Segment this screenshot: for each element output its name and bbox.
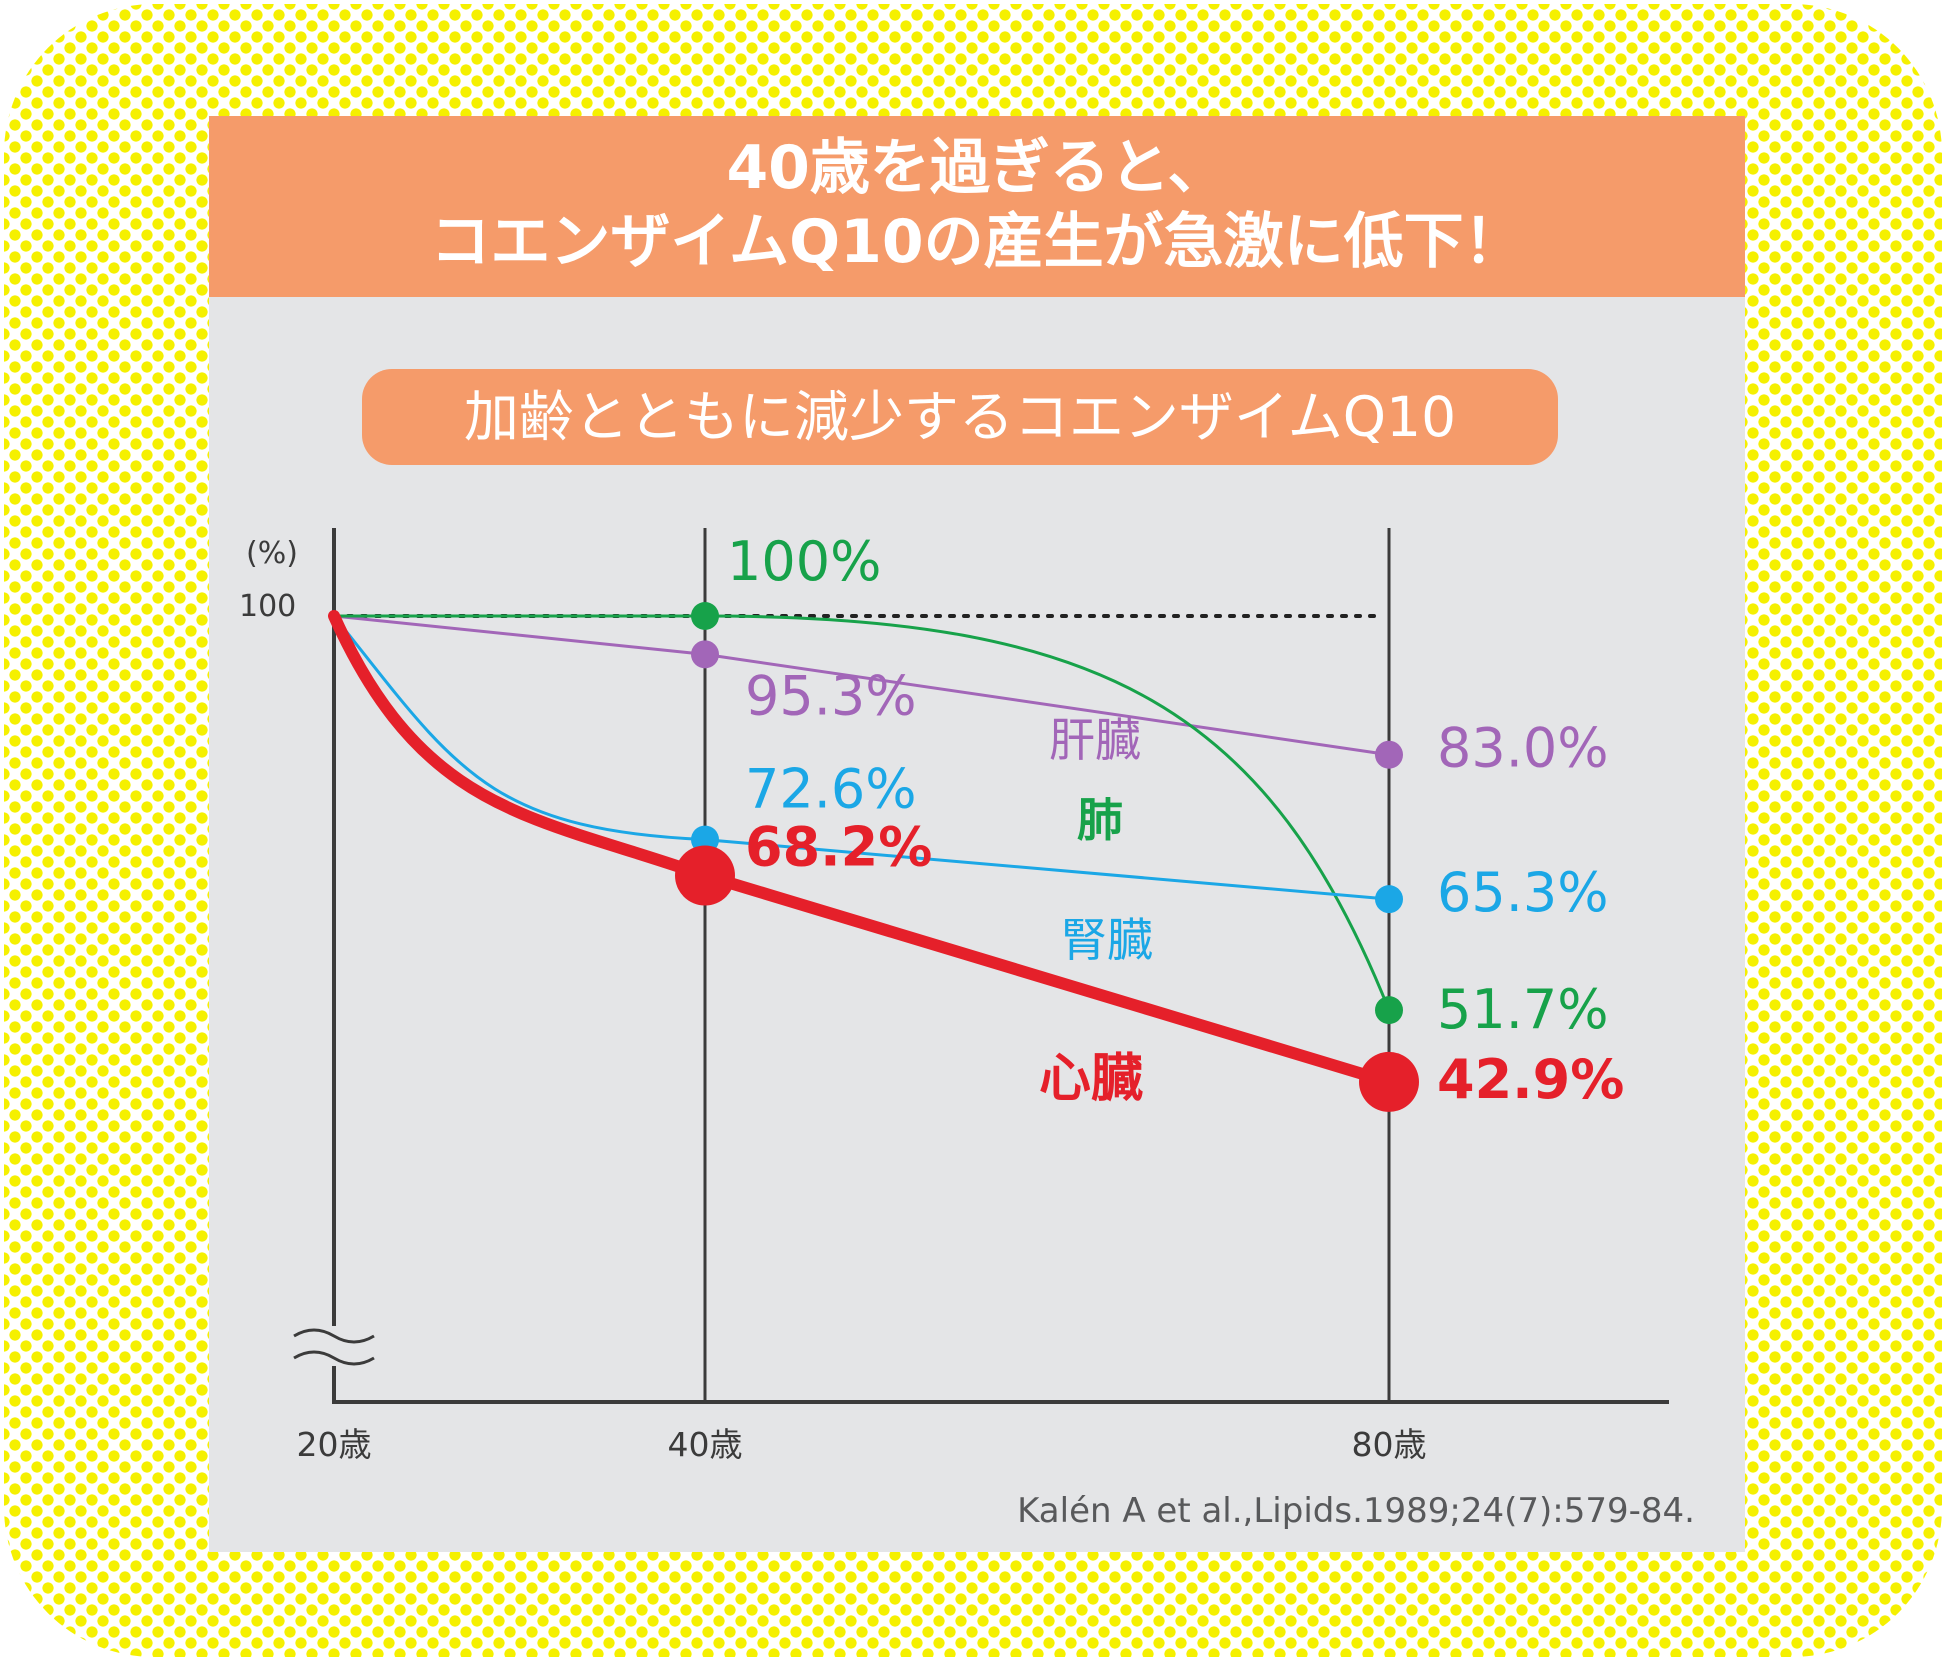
data-label-肺-1: 100%	[727, 530, 881, 593]
series-name-腎臓: 腎臓	[1061, 913, 1153, 967]
y-unit-label: (%)	[246, 536, 298, 571]
headline-banner: 40歳を過ぎると、 コエンザイムQ10の産生が急激に低下！	[209, 116, 1745, 297]
data-point-肝臓-1	[691, 640, 719, 669]
data-label-肝臓-1: 95.3%	[745, 664, 917, 727]
dotted-frame: 40歳を過ぎると、 コエンザイムQ10の産生が急激に低下！ 加齢とともに減少する…	[4, 4, 1942, 1657]
data-label-肝臓-2: 83.0%	[1437, 717, 1609, 780]
y-tick-label-100: 100	[239, 589, 296, 624]
data-point-心臓-2	[1359, 1051, 1419, 1112]
data-label-心臓-2: 42.9%	[1437, 1048, 1624, 1111]
series-line-腎臓	[332, 614, 1391, 901]
headline-line-2: コエンザイムQ10の産生が急激に低下！	[430, 207, 1524, 277]
axis-break-wave-1	[293, 1328, 375, 1344]
data-point-心臓-1	[675, 845, 735, 906]
data-label-心臓-1: 68.2%	[745, 815, 932, 878]
series-name-心臓: 心臓	[1039, 1049, 1143, 1109]
chart-subtitle: 加齢とともに減少するコエンザイムQ10	[362, 369, 1558, 465]
data-point-肺-2	[1375, 996, 1403, 1025]
data-point-肝臓-2	[1375, 740, 1403, 769]
series-name-肺: 肺	[1077, 793, 1123, 847]
data-point-腎臓-2	[1375, 885, 1403, 914]
series-name-肝臓: 肝臓	[1049, 713, 1141, 767]
data-point-肺-1	[691, 602, 719, 630]
chart-panel: 40歳を過ぎると、 コエンザイムQ10の産生が急激に低下！ 加齢とともに減少する…	[209, 116, 1745, 1552]
axis-break-wave-2	[293, 1350, 375, 1366]
line-chart: (%) 100 20歳 40歳 80歳 95.3% 83.0% 肝臓 100% 51.7% 肺 72.…	[239, 528, 1669, 1464]
data-label-腎臓-1: 72.6%	[745, 758, 917, 821]
x-tick-label: 40歳	[668, 1425, 743, 1464]
headline-line-1: 40歳を過ぎると、	[726, 133, 1228, 203]
data-label-肺-2: 51.7%	[1437, 978, 1609, 1041]
citation: Kalén A et al.,Lipids.1989;24(7):579-84.	[1017, 1491, 1695, 1531]
series-line-心臓	[328, 610, 1395, 1088]
series-line-肺	[332, 614, 1391, 1012]
x-tick-label: 80歳	[1352, 1425, 1427, 1464]
x-tick-label: 20歳	[297, 1425, 372, 1464]
data-label-腎臓-2: 65.3%	[1437, 861, 1609, 924]
